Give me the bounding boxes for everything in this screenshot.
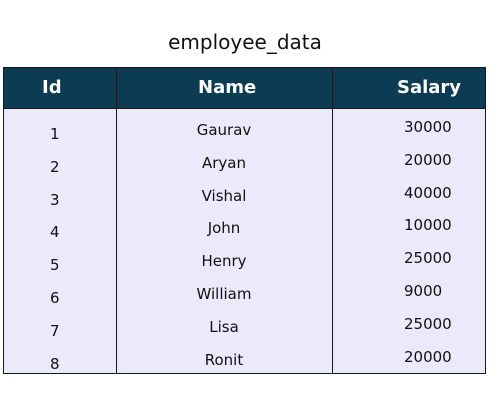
cell-salary: 25000 xyxy=(404,249,452,268)
cell-name: John xyxy=(207,219,241,238)
cell-id: 8 xyxy=(50,354,60,373)
column-header-id: Id xyxy=(42,77,62,98)
table-row: 1 Gaurav 30000 xyxy=(4,116,485,149)
column-divider xyxy=(332,68,333,373)
cell-name: William xyxy=(196,284,252,303)
cell-name: Henry xyxy=(201,252,247,271)
cell-id: 5 xyxy=(50,256,60,275)
table-row: 8 Ronit 20000 xyxy=(4,346,485,373)
cell-id: 4 xyxy=(50,223,60,242)
cell-name: Ronit xyxy=(204,350,244,369)
cell-name: Lisa xyxy=(209,317,239,336)
column-header-name: Name xyxy=(198,77,257,98)
table-row: 2 Aryan 20000 xyxy=(4,149,485,182)
table-body: 1 Gaurav 30000 2 Aryan 20000 3 Vishal 40… xyxy=(4,116,485,373)
cell-name: Vishal xyxy=(201,186,247,205)
cell-id: 3 xyxy=(50,190,60,209)
table-row: 6 William 9000 xyxy=(4,280,485,313)
cell-salary: 9000 xyxy=(404,281,443,300)
cell-salary: 20000 xyxy=(404,150,452,169)
table-row: 7 Lisa 25000 xyxy=(4,313,485,346)
cell-salary: 20000 xyxy=(404,347,452,366)
cell-id: 6 xyxy=(50,288,60,307)
table-header: Id Name Salary xyxy=(4,68,485,108)
table-title: employee_data xyxy=(168,30,322,54)
table-row: 3 Vishal 40000 xyxy=(4,182,485,215)
table-row: 4 John 10000 xyxy=(4,214,485,247)
cell-salary: 40000 xyxy=(404,183,452,202)
cell-salary: 25000 xyxy=(404,314,452,333)
column-divider xyxy=(116,68,117,373)
employee-table: Id Name Salary 1 Gaurav 30000 2 Aryan 20… xyxy=(3,67,486,374)
cell-id: 1 xyxy=(50,125,60,143)
table-row: 5 Henry 25000 xyxy=(4,247,485,280)
cell-id: 2 xyxy=(50,157,60,176)
cell-salary: 10000 xyxy=(404,216,452,235)
cell-salary: 30000 xyxy=(404,118,452,136)
cell-name: Aryan xyxy=(201,153,246,172)
cell-id: 7 xyxy=(50,321,60,340)
column-header-salary: Salary xyxy=(397,77,462,98)
cell-name: Gaurav xyxy=(196,121,252,139)
header-divider xyxy=(4,108,485,109)
